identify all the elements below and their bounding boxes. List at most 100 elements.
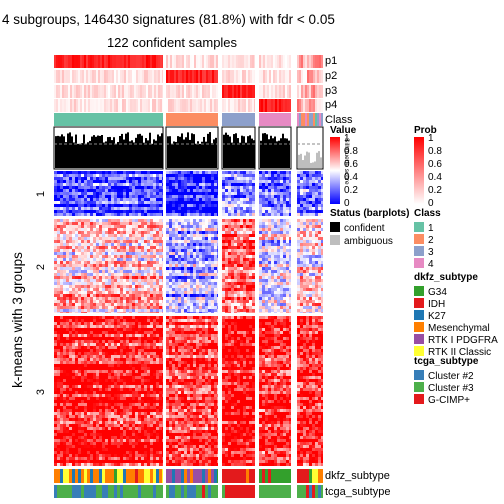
heatmap-cell [123,279,126,282]
heatmap-cell [277,255,280,258]
heatmap-cell [300,276,303,279]
heatmap-cell [105,180,108,183]
heatmap-cell [178,231,181,234]
heatmap-cell [300,270,303,273]
heatmap-cell [84,171,87,174]
heatmap-cell [63,309,66,312]
heatmap-cell [54,264,57,267]
heatmap-cell [87,231,90,234]
heatmap-cell [135,376,138,379]
heatmap-cell [217,180,218,183]
heatmap-cell [178,306,181,309]
heatmap-cell [150,328,153,331]
heatmap-cell [132,388,135,391]
heatmap-cell [303,288,306,291]
heatmap-cell [252,189,255,192]
heatmap-cell [225,297,228,300]
heatmap-cell [234,180,237,183]
heatmap-cell [175,279,178,282]
heatmap-cell [111,379,114,382]
heatmap-cell [63,303,66,306]
heatmap-cell [129,306,132,309]
heatmap-cell [231,294,234,297]
heatmap-cell [303,198,306,201]
heatmap-cell [132,231,135,234]
heatmap-cell [57,195,60,198]
heatmap-cell [60,328,63,331]
heatmap-cell [217,174,218,177]
heatmap-cell [105,337,108,340]
heatmap-cell [138,376,141,379]
heatmap-cell [81,174,84,177]
heatmap-cell [178,285,181,288]
heatmap-cell [123,201,126,204]
heatmap-cell [306,189,309,192]
heatmap-cell [153,373,156,376]
heatmap-cell [190,240,193,243]
heatmap-cell [262,297,265,300]
heatmap-cell [228,264,231,267]
heatmap-cell [246,294,249,297]
heatmap-cell [162,204,163,207]
heatmap-cell [108,319,111,322]
heatmap-cell [306,273,309,276]
heatmap-cell [153,198,156,201]
heatmap-cell [99,364,102,367]
heatmap-cell [280,192,283,195]
heatmap-cell [54,174,57,177]
heatmap-cell [243,312,246,313]
heatmap-cell [249,246,252,249]
heatmap-cell [280,309,283,312]
heatmap-cell [231,309,234,312]
heatmap-cell [280,246,283,249]
heatmap-cell [114,388,117,391]
heatmap-cell [225,246,228,249]
heatmap-cell [96,325,99,328]
heatmap-cell [262,204,265,207]
heatmap-cell [156,201,159,204]
heatmap-cell [111,370,114,373]
heatmap-cell [280,204,283,207]
heatmap-cell [211,186,214,189]
heatmap-cell [205,234,208,237]
heatmap-cell [202,225,205,228]
heatmap-cell [147,334,150,337]
heatmap-cell [205,195,208,198]
heatmap-cell [199,210,202,213]
heatmap-cell [159,276,162,279]
heatmap-cell [228,309,231,312]
heatmap-cell [69,207,72,210]
heatmap-cell [144,282,147,285]
heatmap-cell [252,306,255,309]
heatmap-cell [57,219,60,222]
heatmap-cell [96,237,99,240]
heatmap-cell [81,186,84,189]
heatmap-cell [57,367,60,370]
heatmap-cell [283,267,286,270]
heatmap-cell [205,273,208,276]
heatmap-cell [93,225,96,228]
heatmap-cell [120,282,123,285]
heatmap-cell [144,225,147,228]
heatmap-cell [159,312,162,313]
heatmap-cell [120,294,123,297]
heatmap-cell [81,385,84,388]
heatmap-cell [153,201,156,204]
heatmap-cell [126,306,129,309]
heatmap-cell [57,382,60,385]
heatmap-cell [231,267,234,270]
heatmap-cell [108,204,111,207]
heatmap-cell [102,222,105,225]
heatmap-cell [78,225,81,228]
heatmap-cell [178,177,181,180]
heatmap-cell [262,186,265,189]
heatmap-cell [315,261,318,264]
heatmap-cell [208,180,211,183]
heatmap-cell [153,180,156,183]
heatmap-cell [111,267,114,270]
heatmap-cell [315,222,318,225]
heatmap-cell [126,261,129,264]
heatmap-cell [135,346,138,349]
heatmap-cell [283,204,286,207]
heatmap-cell [156,388,159,391]
